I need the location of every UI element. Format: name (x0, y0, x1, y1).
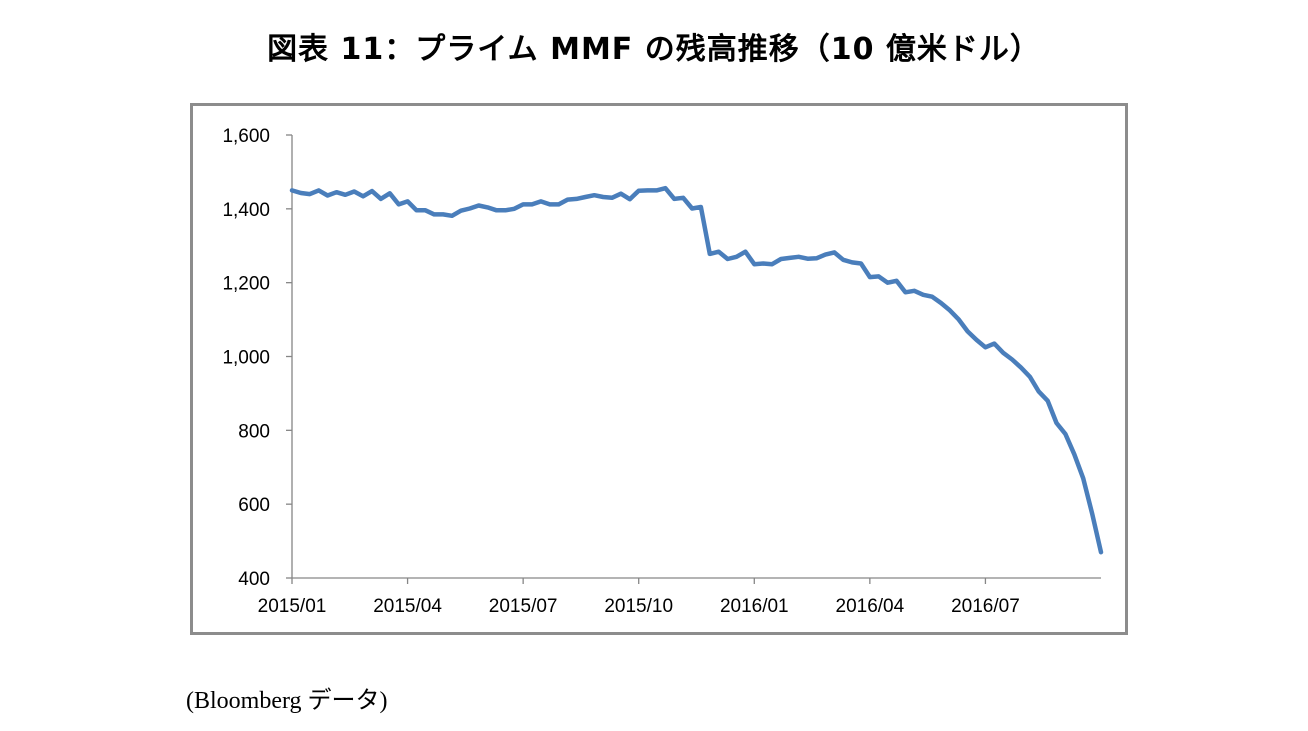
y-tick-label: 1,200 (222, 274, 270, 295)
y-axis-ticks: 400 600 800 1,000 1,200 1,400 1,600 (222, 126, 292, 590)
y-tick-label: 800 (238, 421, 270, 442)
series-group (289, 185, 1104, 555)
y-tick-label: 1,000 (222, 348, 270, 369)
x-tick-label: 2016/04 (836, 596, 905, 617)
source-note: (Bloomberg データ) (186, 688, 388, 714)
chart-title: 図表 11：プライム MMF の残高推移（10 億米ドル） (267, 32, 1041, 67)
x-tick-label: 2016/01 (720, 596, 789, 617)
y-tick-label: 400 (238, 569, 270, 590)
x-tick-label: 2015/01 (258, 596, 327, 617)
x-tick-label: 2015/10 (604, 596, 673, 617)
x-axis-ticks: 2015/01 2015/04 2015/07 2015/10 2016/01 2016/… (258, 578, 1020, 617)
chart-frame: 400 600 800 1,000 1,200 1,400 1,600 2015/01 201… (190, 103, 1128, 635)
x-tick-label: 2015/07 (489, 596, 558, 617)
y-tick-label: 600 (238, 495, 270, 516)
x-tick-label: 2016/07 (951, 596, 1020, 617)
y-tick-label: 1,400 (222, 200, 270, 221)
y-tick-label: 1,600 (222, 126, 270, 147)
series-line (289, 185, 1104, 555)
axes (291, 135, 1101, 579)
x-tick-label: 2015/04 (373, 596, 442, 617)
